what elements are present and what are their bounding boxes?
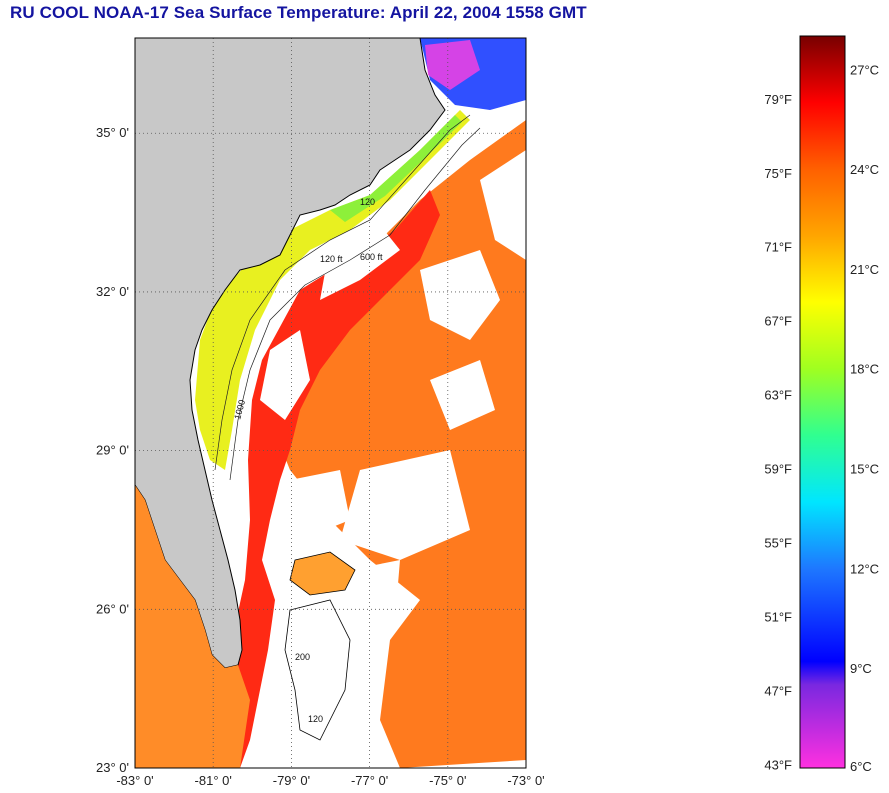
shelf-green-band: [330, 115, 462, 222]
colorbar-celsius-labels: 6°C 9°C 12°C 15°C 18°C 21°C 24°C 27°C: [850, 62, 879, 774]
shelf-cool-water: [195, 110, 470, 470]
colorbar-c-tick-label: 24°C: [850, 162, 879, 177]
colorbar: 43°F 47°F 51°F 55°F 59°F 63°F 67°F 71°F 75°F 79°F…: [764, 35, 879, 774]
colorbar-fahrenheit-labels: 43°F 47°F 51°F 55°F 59°F 63°F 67°F 71°F 75°F 79°F: [764, 92, 792, 772]
isobath-label: 120 ft: [320, 254, 343, 264]
lon-tick-label: -81° 0': [195, 773, 232, 788]
colorbar-f-tick-label: 59°F: [764, 462, 792, 477]
latitude-labels: 35° 0' 32° 0' 29° 0' 26° 0' 23° 0': [96, 125, 129, 775]
colorbar-f-tick-label: 43°F: [764, 757, 792, 772]
map-frame: [134, 37, 527, 769]
map-title: RU COOL NOAA-17 Sea Surface Temperature:…: [10, 3, 587, 22]
map-panel: 120 1000 120 ft 600 ft 200 120: [135, 38, 526, 768]
colorbar-c-tick-label: 12°C: [850, 561, 879, 576]
lon-tick-label: -75° 0': [429, 773, 466, 788]
gulf-of-mexico-water: [135, 485, 250, 768]
lat-tick-label: 23° 0': [96, 760, 129, 775]
lat-tick-label: 35° 0': [96, 125, 129, 140]
lat-tick-label: 29° 0': [96, 443, 129, 458]
colorbar-c-tick-label: 6°C: [850, 759, 872, 774]
lon-tick-label: -73° 0': [507, 773, 544, 788]
cold-pink-water: [425, 40, 480, 90]
colorbar-f-tick-label: 63°F: [764, 388, 792, 403]
cloud-patches: [260, 150, 526, 640]
isobath-label: 600 ft: [360, 252, 383, 262]
isobath-label: 120: [308, 714, 323, 724]
lon-tick-label: -79° 0': [273, 773, 310, 788]
grid-lines: [135, 38, 526, 768]
colorbar-f-tick-label: 47°F: [764, 683, 792, 698]
longitude-labels: -83° 0' -81° 0' -79° 0' -77° 0' -75° 0' -73° …: [116, 773, 544, 788]
isobath-label: 120: [360, 197, 375, 207]
colorbar-c-tick-label: 15°C: [850, 462, 879, 477]
lon-tick-label: -77° 0': [351, 773, 388, 788]
colorbar-c-tick-label: 18°C: [850, 362, 879, 377]
lat-tick-label: 26° 0': [96, 601, 129, 616]
bahamas-banks: [284, 599, 351, 741]
lon-tick-label: -83° 0': [116, 773, 153, 788]
colorbar-rect: [799, 35, 846, 769]
colorbar-f-tick-label: 55°F: [764, 535, 792, 550]
isobath-label: 200: [295, 652, 310, 662]
colorbar-c-tick-label: 21°C: [850, 262, 879, 277]
bahamas-north-bank: [289, 551, 356, 596]
colorbar-f-tick-label: 51°F: [764, 609, 792, 624]
colorbar-f-tick-label: 71°F: [764, 240, 792, 255]
isobath-contours: [214, 114, 481, 481]
colorbar-f-tick-label: 75°F: [764, 166, 792, 181]
colorbar-c-tick-label: 9°C: [850, 661, 872, 676]
colorbar-c-tick-label: 27°C: [850, 62, 879, 77]
lat-tick-label: 32° 0': [96, 284, 129, 299]
colorbar-f-tick-label: 67°F: [764, 314, 792, 329]
colorbar-f-tick-label: 79°F: [764, 92, 792, 107]
